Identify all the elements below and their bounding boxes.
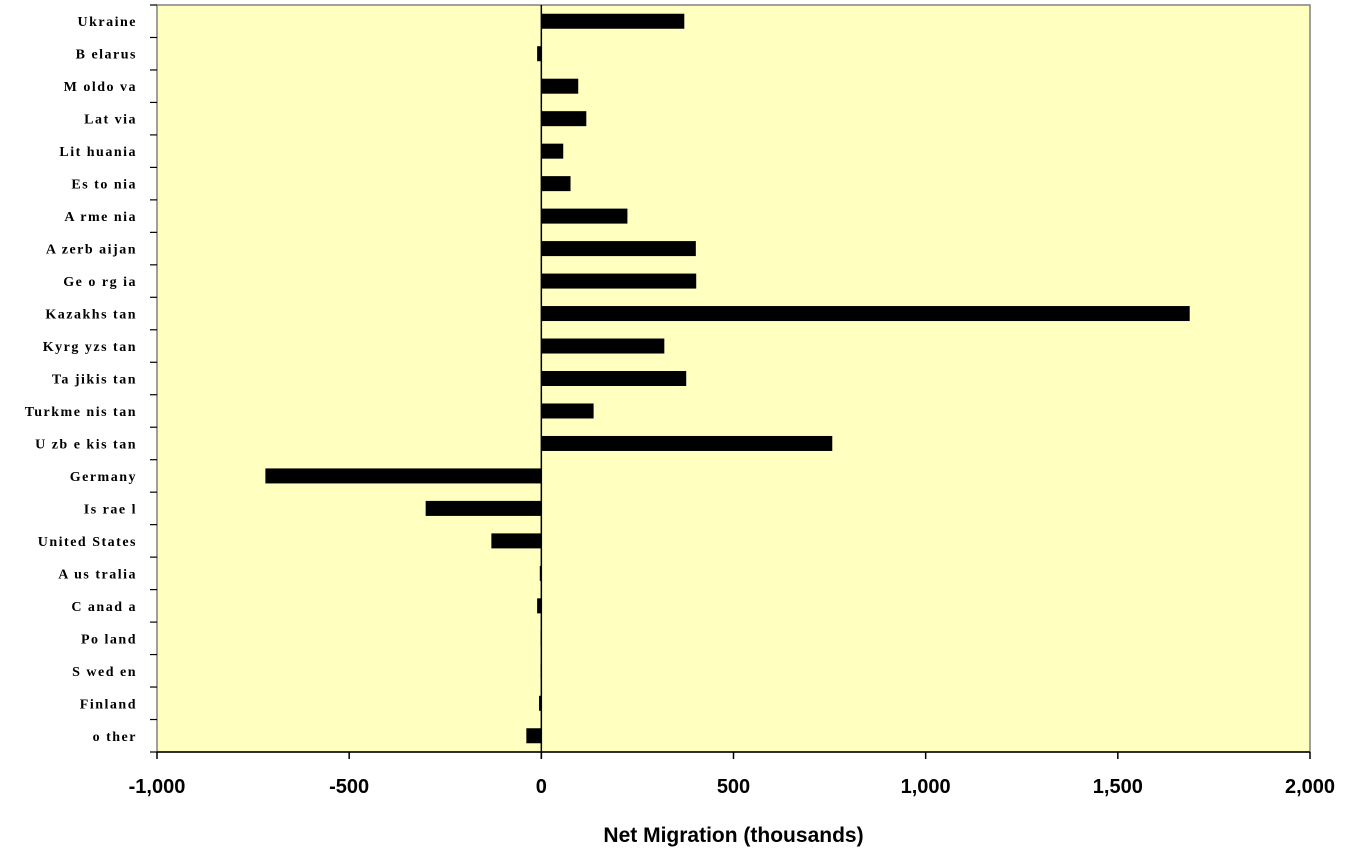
category-label-other: o ther (93, 730, 137, 745)
category-label-georgia: Ge o rg ia (63, 275, 137, 290)
bars-layer (265, 13, 1190, 744)
bar-israel (425, 500, 542, 516)
bar-kyrgyzstan (541, 338, 665, 354)
x-tick-label: -1,000 (129, 776, 186, 798)
x-axis-tick-labels: -1,000 -500 0 500 1,000 1,500 2,000 (129, 776, 1335, 798)
bar-turkmenistan (541, 403, 594, 419)
y-axis-ticks (150, 4, 157, 753)
x-tick-label: 500 (717, 776, 750, 798)
bar-armenia (541, 208, 628, 224)
plot-area (156, 4, 1311, 753)
category-label-poland: Po land (81, 632, 137, 647)
x-tick-label: 1,000 (901, 776, 951, 798)
category-label-israel: Is rae l (84, 502, 137, 517)
bar-uzbekistan (541, 435, 833, 451)
bar-tajikistan (541, 371, 687, 386)
x-axis-title: Net Migration (thousands) (603, 824, 863, 847)
x-tick-label: 1,500 (1093, 776, 1143, 798)
bar-estonia (541, 176, 571, 192)
category-label-canada: C anad a (71, 600, 137, 615)
category-label-moldova: M oldo va (64, 80, 137, 95)
bar-moldova (541, 78, 579, 94)
category-label-united-states: United States (38, 535, 137, 550)
x-axis-ticks (156, 751, 1311, 759)
category-label-lithuania: Lit huania (59, 145, 137, 160)
category-label-germany: Germany (70, 470, 137, 485)
bar-azerbaijan (541, 241, 696, 257)
category-label-estonia: Es to nia (71, 178, 137, 193)
bar-other (526, 728, 542, 744)
bar-georgia (541, 273, 697, 289)
category-label-australia: A us tralia (58, 567, 137, 582)
category-label-armenia: A rme nia (64, 210, 137, 225)
category-label-sweden: S wed en (72, 665, 137, 680)
category-label-kyrgyzstan: Kyrg yzs tan (43, 340, 137, 355)
category-label-turkmenistan: Turkme nis tan (25, 405, 137, 420)
x-tick-label: 0 (536, 776, 547, 798)
bar-ukraine (541, 13, 685, 29)
bar-belarus (537, 46, 542, 62)
category-labels: Ukraine B elarus M oldo va Lat via Lit huani… (25, 15, 138, 745)
category-label-azerbaijan: A zerb aijan (46, 243, 137, 258)
category-label-uzbekistan: U zb e kis tan (35, 437, 137, 452)
bar-united-states (491, 533, 542, 549)
category-label-finland: Finland (80, 697, 137, 712)
category-label-tajikistan: Ta jikis tan (52, 373, 137, 388)
bar-canada (537, 598, 542, 614)
category-label-kazakhstan: Kazakhs tan (45, 308, 137, 323)
x-tick-label: -500 (329, 776, 369, 798)
x-tick-label: 2,000 (1285, 776, 1335, 798)
category-label-belarus: B elarus (76, 48, 137, 63)
bar-australia (539, 565, 542, 581)
bar-germany (265, 468, 542, 484)
bar-kazakhstan (541, 306, 1190, 322)
bar-latvia (541, 111, 587, 127)
bar-lithuania (541, 143, 564, 159)
bar-finland (539, 695, 542, 711)
category-label-latvia: Lat via (84, 113, 137, 128)
category-label-ukraine: Ukraine (78, 15, 138, 30)
